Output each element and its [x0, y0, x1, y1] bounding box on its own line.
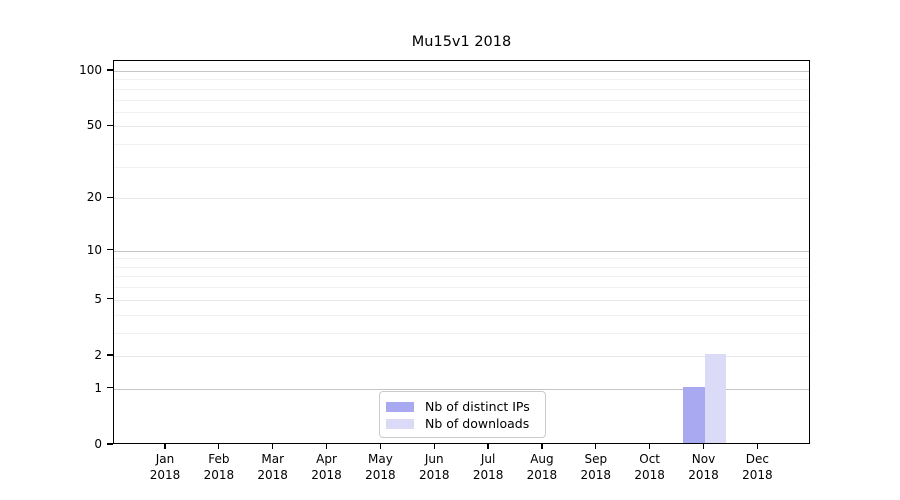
- gridline-major: [114, 71, 809, 72]
- y-tick-mark: [106, 69, 113, 71]
- gridline-major: [114, 388, 809, 390]
- y-tick-label: 2: [94, 347, 102, 362]
- gridline-minor: [114, 144, 809, 146]
- x-tick-mark: [649, 444, 651, 449]
- y-tick-label: 5: [94, 291, 102, 306]
- y-tick-label: 10: [86, 242, 102, 257]
- gridline-minor: [114, 166, 809, 168]
- x-label-year: 2018: [472, 468, 504, 482]
- x-tick-mark: [541, 444, 543, 449]
- y-tick-label: 1: [94, 380, 102, 395]
- gridline-minor: [114, 258, 809, 260]
- x-tick-label: Jan 2018: [133, 451, 197, 483]
- legend-entry: Nb of distinct IPs: [386, 399, 537, 414]
- x-label-year: 2018: [311, 468, 342, 482]
- x-label-month: Jul: [480, 452, 496, 466]
- bar-downloads: [704, 353, 726, 443]
- x-label-year: 2018: [203, 468, 235, 482]
- y-tick-mark: [106, 249, 113, 251]
- x-label-month: Dec: [745, 452, 769, 466]
- y-tick-mark: [106, 443, 113, 445]
- gridline-minor: [114, 79, 809, 81]
- legend-swatch-icon: [386, 401, 414, 412]
- gridline: [114, 126, 809, 128]
- x-label-month: Jan: [155, 452, 175, 466]
- y-tick-mark: [106, 387, 113, 389]
- x-label-month: Mar: [261, 452, 284, 466]
- x-tick-label: Feb 2018: [187, 451, 251, 483]
- y-tick-label: 0: [94, 437, 102, 451]
- x-label-month: Feb: [208, 452, 230, 466]
- x-label-year: 2018: [742, 468, 773, 482]
- x-label-month: Oct: [639, 452, 661, 466]
- legend-swatch-icon: [386, 418, 414, 429]
- legend-label: Nb of distinct IPs: [425, 399, 530, 414]
- legend-entry: Nb of downloads: [386, 416, 537, 431]
- y-tick-label: 100: [79, 63, 102, 77]
- x-tick-label: Oct 2018: [618, 451, 682, 483]
- x-tick-mark: [218, 444, 220, 449]
- gridline-minor: [114, 99, 809, 101]
- x-tick-label: Jul 2018: [456, 451, 520, 483]
- x-tick-mark: [272, 444, 274, 449]
- y-tick-mark: [106, 298, 113, 300]
- gridline: [114, 355, 809, 357]
- gridline-minor: [114, 266, 809, 268]
- gridline-minor: [114, 88, 809, 90]
- x-label-year: 2018: [418, 468, 450, 482]
- gridline-minor: [114, 314, 809, 316]
- x-label-month: May: [367, 452, 393, 466]
- gridline-minor: [114, 276, 809, 278]
- x-label-year: 2018: [365, 468, 396, 482]
- grid-layer: [114, 61, 809, 443]
- x-label-month: Sep: [584, 452, 608, 466]
- x-label-year: 2018: [257, 468, 288, 482]
- y-tick-mark: [106, 354, 113, 356]
- chart-title: Mu15v1 2018: [411, 34, 512, 50]
- legend-label: Nb of downloads: [425, 416, 530, 431]
- y-tick-label: 50: [86, 118, 102, 133]
- x-label-year: 2018: [634, 468, 665, 482]
- x-tick-label: Mar 2018: [241, 451, 305, 483]
- x-label-year: 2018: [688, 468, 719, 482]
- x-label-month: Nov: [691, 452, 716, 466]
- legend: Nb of distinct IPs Nb of downloads: [379, 391, 546, 438]
- x-label-month: Aug: [530, 452, 554, 466]
- x-tick-label: Nov 2018: [672, 451, 736, 483]
- x-label-month: Jun: [424, 452, 444, 466]
- x-tick-mark: [487, 444, 489, 449]
- x-label-month: Apr: [316, 452, 337, 466]
- x-tick-label: Jun 2018: [402, 451, 466, 483]
- gridline-minor: [114, 111, 809, 113]
- x-tick-label: Aug 2018: [510, 451, 574, 483]
- x-tick-label: May 2018: [348, 451, 412, 483]
- x-tick-mark: [379, 444, 382, 449]
- gridline: [114, 198, 809, 200]
- x-tick-mark: [595, 444, 597, 449]
- gridline-minor: [114, 287, 809, 289]
- gridline-major: [114, 250, 809, 252]
- y-tick-mark: [106, 196, 113, 198]
- x-label-year: 2018: [149, 468, 181, 482]
- bars-layer: [114, 61, 809, 443]
- x-label-year: 2018: [580, 468, 612, 482]
- x-tick-mark: [433, 444, 435, 449]
- plot-area: Nb of distinct IPs Nb of downloads: [113, 60, 810, 444]
- x-tick-mark: [164, 444, 166, 449]
- bar-distinct-ips: [683, 386, 705, 443]
- y-tick-label: 20: [86, 190, 102, 205]
- y-tick-mark: [106, 124, 113, 127]
- x-tick-label: Sep 2018: [564, 451, 628, 483]
- x-tick-mark: [325, 444, 328, 449]
- x-label-year: 2018: [526, 468, 558, 482]
- gridline-minor: [114, 332, 809, 334]
- x-tick-label: Apr 2018: [295, 451, 359, 483]
- x-tick-label: Dec 2018: [725, 451, 789, 483]
- x-tick-mark: [756, 444, 758, 449]
- gridline: [114, 299, 809, 301]
- x-tick-mark: [702, 444, 705, 449]
